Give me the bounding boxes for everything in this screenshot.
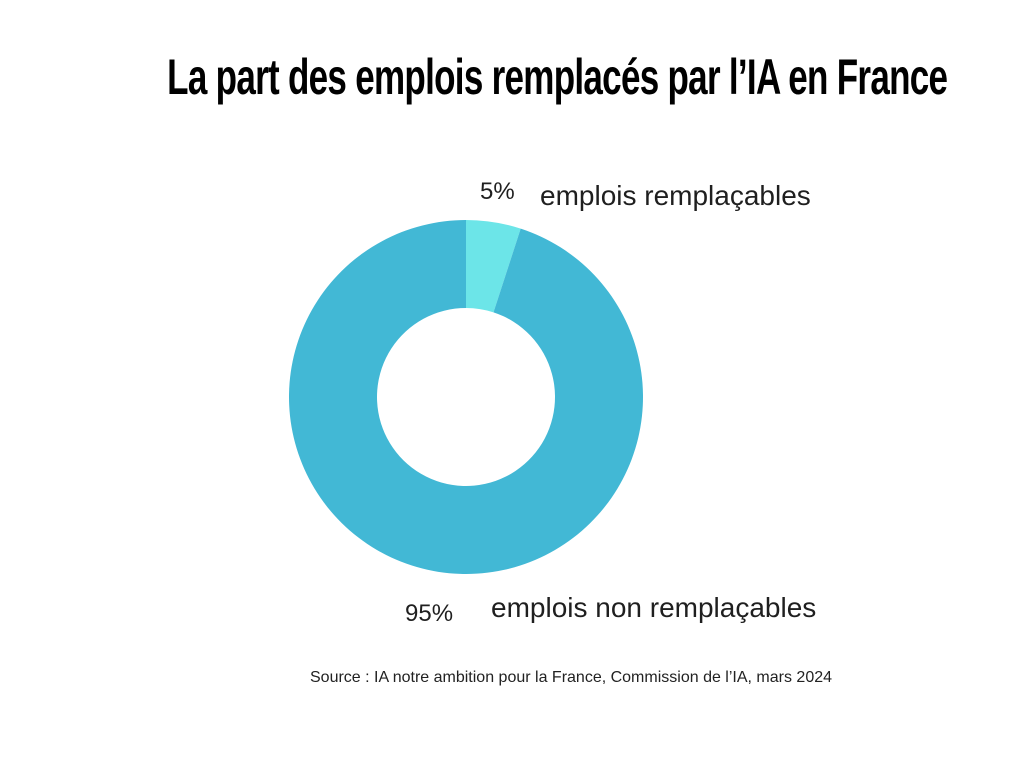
slice-replaceable bbox=[466, 220, 521, 313]
slice-legend-label-replaceable: emplois remplaçables bbox=[540, 180, 811, 211]
slice-legend-label-non-replaceable: emplois non remplaçables bbox=[491, 592, 817, 623]
donut-slices bbox=[288, 220, 643, 574]
slice-non-replaceable bbox=[288, 220, 643, 574]
source-note: Source : IA notre ambition pour la Franc… bbox=[310, 669, 833, 686]
chart-title: La part des emplois remplacés par l’IA e… bbox=[167, 49, 948, 105]
slice-value-label-replaceable: 5% bbox=[480, 178, 515, 205]
slice-value-label-non-replaceable: 95% bbox=[405, 600, 454, 627]
